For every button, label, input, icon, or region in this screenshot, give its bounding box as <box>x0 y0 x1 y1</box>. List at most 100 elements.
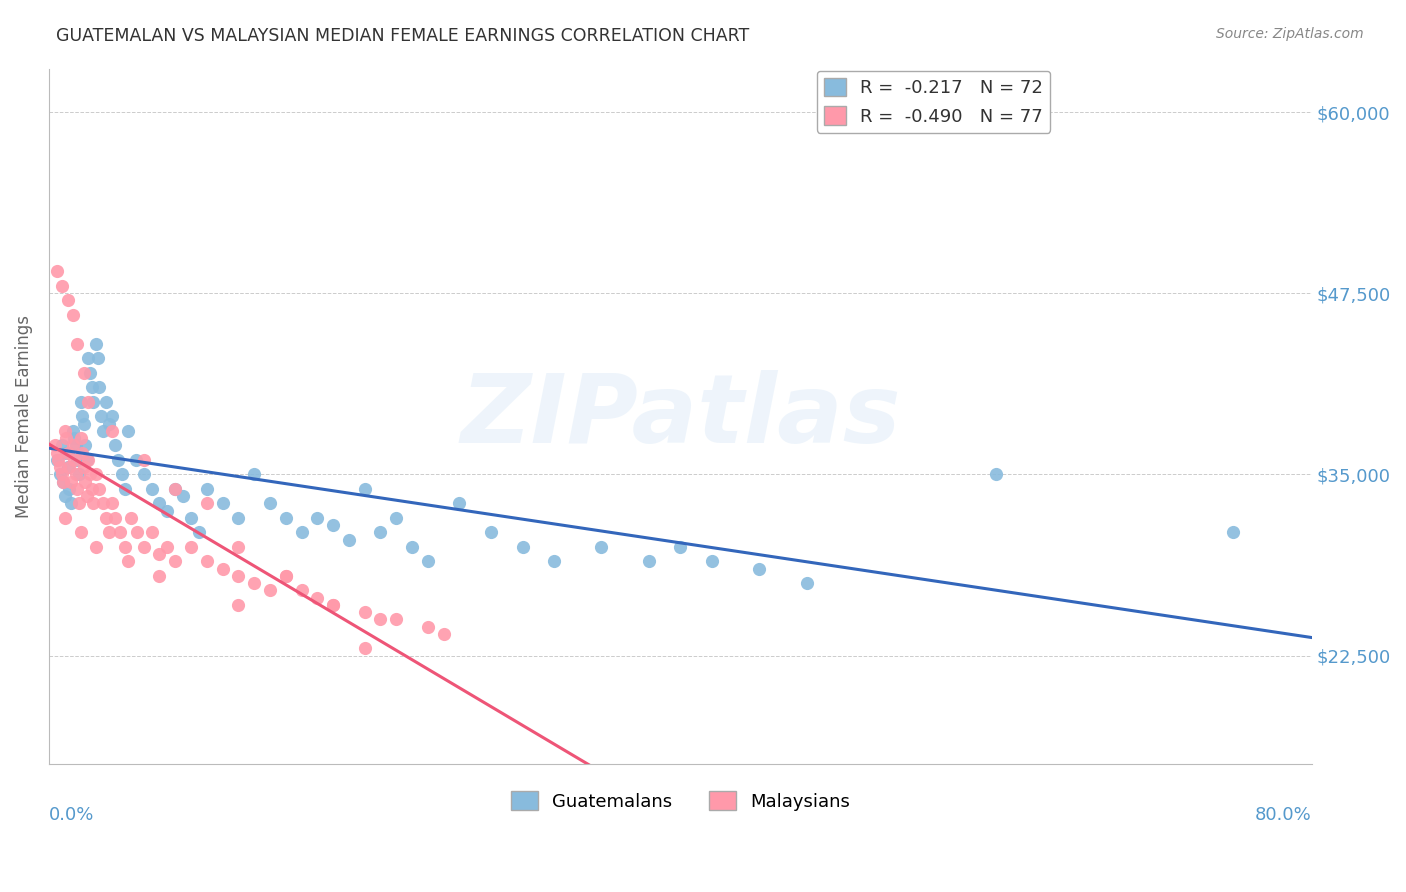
Point <box>1222 525 1244 540</box>
Point <box>195 554 218 568</box>
Legend: Guatemalans, Malaysians: Guatemalans, Malaysians <box>503 784 858 818</box>
Point <box>66 482 89 496</box>
Point <box>89 482 111 496</box>
Point <box>90 409 112 424</box>
Point <box>165 482 187 496</box>
Point <box>77 453 100 467</box>
Text: 80.0%: 80.0% <box>1256 806 1312 824</box>
Point <box>512 540 534 554</box>
Point <box>385 511 408 525</box>
Point <box>148 569 170 583</box>
Point <box>107 453 129 467</box>
Point <box>353 482 375 496</box>
Point <box>66 453 89 467</box>
Point <box>49 460 72 475</box>
Point <box>165 482 187 496</box>
Point <box>125 453 148 467</box>
Point <box>243 576 266 591</box>
Point <box>58 460 80 475</box>
Point <box>370 612 392 626</box>
Point <box>449 496 471 510</box>
Point <box>53 424 76 438</box>
Point <box>58 482 80 496</box>
Point <box>211 561 233 575</box>
Point <box>91 496 114 510</box>
Point <box>55 445 77 459</box>
Point <box>56 445 79 459</box>
Point <box>322 598 344 612</box>
Point <box>322 518 344 533</box>
Point <box>370 525 392 540</box>
Point <box>70 445 93 459</box>
Point <box>45 453 67 467</box>
Text: Source: ZipAtlas.com: Source: ZipAtlas.com <box>1216 27 1364 41</box>
Point <box>101 496 124 510</box>
Point <box>187 525 209 540</box>
Point <box>114 540 136 554</box>
Point <box>104 438 127 452</box>
Point <box>748 561 770 575</box>
Point <box>86 467 108 482</box>
Point <box>62 438 84 452</box>
Point <box>148 547 170 561</box>
Point <box>180 540 202 554</box>
Point <box>66 337 89 351</box>
Point <box>156 503 179 517</box>
Point <box>51 279 73 293</box>
Point <box>132 467 155 482</box>
Point <box>69 395 91 409</box>
Text: 0.0%: 0.0% <box>49 806 94 824</box>
Point <box>86 540 108 554</box>
Point <box>65 438 87 452</box>
Point <box>591 540 613 554</box>
Point <box>108 525 131 540</box>
Point <box>416 619 439 633</box>
Point <box>353 641 375 656</box>
Point <box>80 380 103 394</box>
Point <box>141 482 163 496</box>
Point <box>114 482 136 496</box>
Point <box>48 453 70 467</box>
Point <box>180 511 202 525</box>
Point <box>60 496 83 510</box>
Point <box>73 417 96 431</box>
Point <box>228 598 250 612</box>
Point <box>101 409 124 424</box>
Point <box>543 554 565 568</box>
Point <box>69 525 91 540</box>
Point <box>274 511 297 525</box>
Point <box>62 308 84 322</box>
Point <box>97 417 120 431</box>
Point <box>274 569 297 583</box>
Point <box>45 264 67 278</box>
Point <box>89 380 111 394</box>
Point <box>51 467 73 482</box>
Point <box>156 540 179 554</box>
Point <box>80 482 103 496</box>
Point <box>401 540 423 554</box>
Point <box>195 482 218 496</box>
Point <box>274 569 297 583</box>
Point <box>290 525 312 540</box>
Point <box>259 496 281 510</box>
Point <box>353 605 375 619</box>
Point <box>479 525 502 540</box>
Point <box>669 540 692 554</box>
Point <box>45 445 67 459</box>
Point <box>228 511 250 525</box>
Point <box>94 511 117 525</box>
Point <box>172 489 194 503</box>
Point <box>82 496 104 510</box>
Point <box>62 424 84 438</box>
Point <box>56 460 79 475</box>
Point <box>700 554 723 568</box>
Point <box>76 453 98 467</box>
Point <box>195 496 218 510</box>
Point <box>117 554 139 568</box>
Point <box>132 453 155 467</box>
Point <box>79 467 101 482</box>
Point <box>69 431 91 445</box>
Text: ZIPatlas: ZIPatlas <box>460 370 901 463</box>
Point <box>120 511 142 525</box>
Point <box>67 496 90 510</box>
